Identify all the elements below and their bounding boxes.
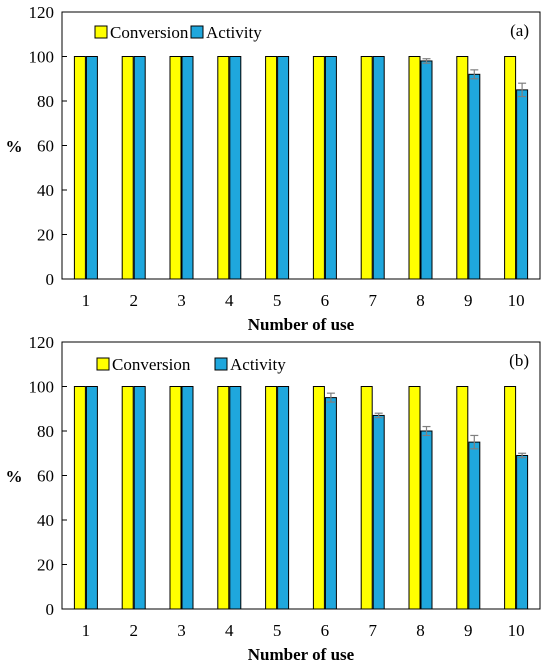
panel-b-x-tick-label: 7 bbox=[368, 621, 377, 640]
panel-b-bar-conversion bbox=[456, 386, 469, 610]
panel-b-bar-activity bbox=[324, 397, 337, 610]
panel-b-y-tick-label: 100 bbox=[29, 378, 55, 397]
panel-b-bar-conversion bbox=[312, 386, 325, 610]
panel-a-x-tick-label: 1 bbox=[82, 291, 91, 310]
panel-a-bar-conversion bbox=[265, 56, 278, 280]
panel-b-y-tick-label: 0 bbox=[46, 600, 55, 619]
panel-b-bar-conversion bbox=[360, 386, 373, 610]
panel-a-bar-conversion bbox=[169, 56, 182, 280]
panel-a-bar-conversion bbox=[312, 56, 325, 280]
panel-a-x-tick-label: 5 bbox=[273, 291, 282, 310]
panel-a-bar-activity bbox=[372, 56, 385, 280]
panel-a-x-tick-label: 3 bbox=[177, 291, 186, 310]
panel-b-x-tick-label: 10 bbox=[508, 621, 525, 640]
panel-a-bar-conversion bbox=[456, 56, 469, 280]
panel-b-bar-conversion bbox=[121, 386, 134, 610]
panel-a-bar-activity bbox=[516, 89, 529, 280]
panel-b-x-tick-label: 4 bbox=[225, 621, 234, 640]
panel-b-bar-conversion bbox=[265, 386, 278, 610]
panel-a-y-tick-label: 120 bbox=[29, 3, 55, 22]
panel-a-x-axis-title: Number of use bbox=[248, 315, 355, 334]
panel-b-legend-label-activity: Activity bbox=[230, 355, 286, 374]
panel-b: 0 20 40 60 80 100 120 1 2 3 4 5 6 7 8 9 10 Number of use%… bbox=[6, 333, 541, 664]
panel-a: 0 20 40 60 80 100 120 1 2 3 4 5 6 7 8 9 10 Number of use%… bbox=[6, 3, 541, 334]
panel-a-bar-activity bbox=[133, 56, 146, 280]
panel-a-bar-activity bbox=[420, 60, 433, 280]
panel-a-x-tick-label: 7 bbox=[368, 291, 377, 310]
panel-a-x-tick-label: 8 bbox=[416, 291, 425, 310]
panel-b-bar-conversion bbox=[169, 386, 182, 610]
panel-b-y-axis-title: % bbox=[6, 467, 23, 486]
panel-a-bar-activity bbox=[468, 73, 481, 280]
panel-b-bar-activity bbox=[133, 386, 146, 610]
panel-a-tag: (a) bbox=[510, 21, 529, 40]
panel-a-bar-conversion bbox=[360, 56, 373, 280]
panel-a-bar-conversion bbox=[73, 56, 86, 280]
panel-b-x-tick-label: 6 bbox=[321, 621, 330, 640]
panel-a-y-tick-label: 20 bbox=[37, 226, 54, 245]
panel-a-legend-label-activity: Activity bbox=[206, 23, 262, 42]
panel-a-x-tick-label: 9 bbox=[464, 291, 473, 310]
panel-b-legend-swatch-activity bbox=[214, 357, 228, 371]
panel-b-legend-swatch-conversion bbox=[96, 357, 110, 371]
panel-a-bar-conversion bbox=[408, 56, 421, 280]
panel-a-y-tick-label: 100 bbox=[29, 48, 55, 67]
panel-a-y-tick-label: 80 bbox=[37, 92, 54, 111]
panel-b-y-tick-label: 120 bbox=[29, 333, 55, 352]
panel-a-legend-swatch-activity bbox=[190, 25, 204, 39]
panel-a-bar-activity bbox=[85, 56, 98, 280]
panel-b-x-axis-title: Number of use bbox=[248, 645, 355, 664]
panel-b-legend-label-conversion: Conversion bbox=[112, 355, 191, 374]
panel-b-bar-activity bbox=[229, 386, 242, 610]
panel-b-x-tick-label: 8 bbox=[416, 621, 425, 640]
panel-a-legend-swatch-conversion bbox=[94, 25, 108, 39]
panel-a-bar-conversion bbox=[504, 56, 517, 280]
panel-b-bar-activity bbox=[468, 441, 481, 610]
panel-a-legend-label-conversion: Conversion bbox=[110, 23, 189, 42]
panel-b-bar-activity bbox=[516, 454, 529, 610]
panel-b-bar-conversion bbox=[217, 386, 230, 610]
panel-b-y-tick-label: 60 bbox=[37, 467, 54, 486]
panel-b-bar-activity bbox=[181, 386, 194, 610]
panel-a-bar-activity bbox=[324, 56, 337, 280]
panel-a-bar-conversion bbox=[217, 56, 230, 280]
panel-b-x-tick-label: 1 bbox=[82, 621, 91, 640]
panel-a-y-tick-label: 60 bbox=[37, 137, 54, 156]
panel-a-bar-activity bbox=[229, 56, 242, 280]
panel-a-bar-activity bbox=[181, 56, 194, 280]
panel-b-x-tick-label: 3 bbox=[177, 621, 186, 640]
panel-a-x-tick-label: 6 bbox=[321, 291, 330, 310]
panel-a-x-tick-label: 2 bbox=[129, 291, 138, 310]
panel-b-bar-activity bbox=[85, 386, 98, 610]
panel-b-bar-activity bbox=[277, 386, 290, 610]
panel-b-y-tick-label: 40 bbox=[37, 511, 54, 530]
panel-a-y-tick-label: 40 bbox=[37, 181, 54, 200]
panel-b-bar-conversion bbox=[504, 386, 517, 610]
panel-a-y-tick-label: 0 bbox=[46, 270, 55, 289]
panel-b-x-tick-label: 5 bbox=[273, 621, 282, 640]
panel-a-x-tick-label: 10 bbox=[508, 291, 525, 310]
panel-b-bar-conversion bbox=[73, 386, 86, 610]
panel-a-x-tick-label: 4 bbox=[225, 291, 234, 310]
panel-a-bar-conversion bbox=[121, 56, 134, 280]
panel-b-x-tick-label: 9 bbox=[464, 621, 473, 640]
panel-a-y-axis-title: % bbox=[6, 137, 23, 156]
panel-b-bar-conversion bbox=[408, 386, 421, 610]
panel-b-y-tick-label: 80 bbox=[37, 422, 54, 441]
panel-b-bar-activity bbox=[372, 414, 385, 610]
panel-b-y-tick-label: 20 bbox=[37, 556, 54, 575]
panel-b-x-tick-label: 2 bbox=[129, 621, 138, 640]
panel-b-tag: (b) bbox=[509, 351, 529, 370]
panel-a-bar-activity bbox=[277, 56, 290, 280]
panel-b-bar-activity bbox=[420, 430, 433, 610]
